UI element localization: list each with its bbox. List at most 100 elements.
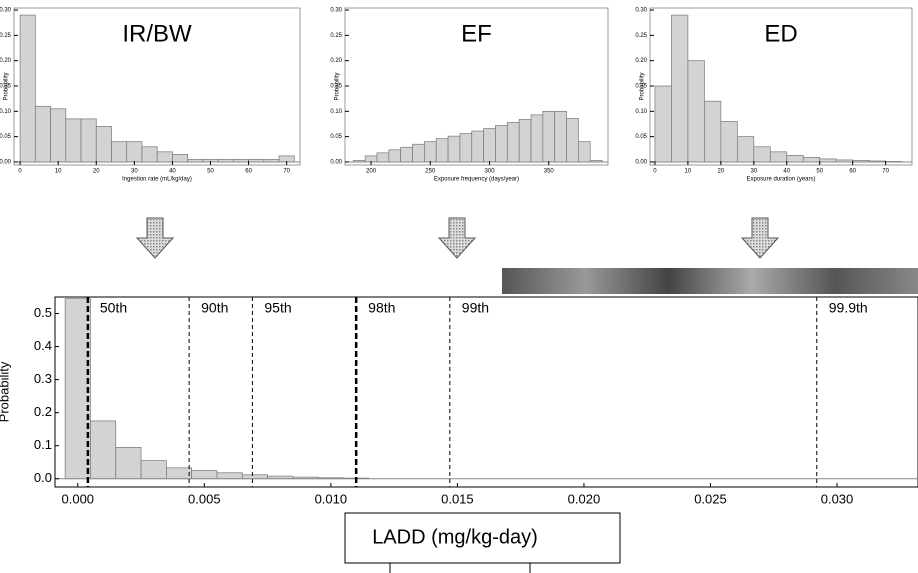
y-tick-label: 0.4 xyxy=(34,338,52,353)
x-tick-label: 0.015 xyxy=(441,491,474,506)
bar xyxy=(400,146,413,163)
bar xyxy=(241,474,268,480)
x-tick-label: 0 xyxy=(653,169,657,175)
y-tick-label: 0.10 xyxy=(635,109,647,115)
bar xyxy=(495,125,508,163)
bar xyxy=(753,146,771,163)
bar xyxy=(95,126,112,163)
x-tick-label: 0.030 xyxy=(821,491,854,506)
bar xyxy=(34,105,51,163)
chart: 0.0 0.1 0.2 0.3 0.4 0.5 0.000 0.005 0.010 0.015 0.… xyxy=(0,296,918,548)
bar xyxy=(90,420,117,480)
y-axis-label: Probability xyxy=(335,72,341,100)
bar xyxy=(736,136,755,163)
bar xyxy=(720,121,738,163)
y-tick-label: 0.20 xyxy=(330,58,342,64)
x-tick-label: 0.005 xyxy=(188,491,221,506)
bar xyxy=(191,470,218,480)
chart-title: IR/BW xyxy=(122,20,192,47)
bar xyxy=(786,155,804,163)
bar xyxy=(80,118,97,163)
y-tick-label: 0.30 xyxy=(0,8,12,14)
bar xyxy=(64,298,91,480)
y-tick-label: 0.30 xyxy=(635,8,647,14)
x-tick-label: 0 xyxy=(18,169,22,175)
x-tick-label: 0.000 xyxy=(62,491,95,506)
y-tick-label: 0.15 xyxy=(635,84,647,90)
bar xyxy=(166,467,193,480)
bar xyxy=(671,14,689,163)
x-tick-label: 50 xyxy=(816,169,823,175)
percentile-label: 50th xyxy=(100,300,127,316)
arrows xyxy=(135,217,780,259)
bar xyxy=(19,14,36,163)
plot-frame xyxy=(54,296,918,488)
bar xyxy=(412,143,425,163)
box-fragment xyxy=(389,562,531,573)
percentile-label: 98th xyxy=(368,300,395,316)
x-tick-label: 40 xyxy=(169,169,176,175)
x-axis-label: Exposure duration (years) xyxy=(746,177,815,183)
x-tick-label: 0.025 xyxy=(694,491,727,506)
chart-title: EF xyxy=(461,20,492,47)
y-tick-label: 0.05 xyxy=(635,134,647,140)
bar xyxy=(447,135,461,163)
bar xyxy=(483,128,496,163)
y-tick-label: 0.30 xyxy=(330,8,342,14)
x-tick-label: 20 xyxy=(718,169,725,175)
x-axis-label: Exposure frequency (days/year) xyxy=(434,177,519,183)
y-axis-label: Probability xyxy=(640,72,646,100)
x-tick-label: 250 xyxy=(425,169,436,175)
x-tick-label: 70 xyxy=(882,169,889,175)
bar xyxy=(554,110,567,163)
bar xyxy=(424,141,437,163)
percentile-label: 99.9th xyxy=(829,300,868,316)
x-tick-label: 30 xyxy=(131,169,138,175)
bar xyxy=(802,157,821,163)
bar xyxy=(388,149,402,163)
y-tick-label: 0.3 xyxy=(34,371,52,386)
y-tick-label: 0.10 xyxy=(0,109,12,115)
y-tick-label: 0.20 xyxy=(0,58,12,64)
x-tick-label: 30 xyxy=(750,169,757,175)
y-tick-label: 0.00 xyxy=(635,160,647,166)
y-tick-label: 0.05 xyxy=(0,134,12,140)
y-tick-label: 0.0 xyxy=(34,470,52,485)
chart: 0.00 0.05 0.10 0.15 0.20 0.25 0.30 0 10 20 30 40 50 6… xyxy=(0,7,301,183)
x-tick-label: 0.020 xyxy=(568,491,601,506)
bar xyxy=(459,133,473,163)
x-tick-label: 60 xyxy=(245,169,252,175)
bar xyxy=(687,60,705,163)
x-axis-label: LADD (mg/kg-day) xyxy=(372,526,538,548)
bar xyxy=(435,138,449,163)
chart-title: ED xyxy=(764,20,797,47)
percentile-label: 99th xyxy=(462,300,489,316)
bar xyxy=(376,152,390,163)
bar xyxy=(115,446,142,480)
chart: 0.00 0.05 0.10 0.15 0.20 0.25 0.30 0 10 20 30 40 50 6… xyxy=(635,7,913,183)
bar xyxy=(578,141,591,163)
x-tick-label: 300 xyxy=(485,169,496,175)
y-tick-label: 0.10 xyxy=(330,109,342,115)
x-tick-label: 70 xyxy=(283,169,290,175)
bar xyxy=(141,146,158,163)
x-tick-label: 20 xyxy=(93,169,100,175)
chart: 0.00 0.05 0.10 0.15 0.20 0.25 0.30 200 250 300 350… xyxy=(330,7,609,183)
bar xyxy=(542,110,556,163)
bar xyxy=(654,85,672,163)
y-axis-label: Probability xyxy=(4,72,10,100)
bar xyxy=(530,114,544,163)
photo-strip xyxy=(502,268,918,294)
bar xyxy=(769,151,788,163)
y-tick-label: 0.05 xyxy=(330,134,342,140)
bar xyxy=(111,141,128,163)
x-tick-label: 40 xyxy=(783,169,790,175)
bar xyxy=(140,460,167,480)
x-axis-label: Ingestion rate (mL/kg/day) xyxy=(122,177,192,183)
x-tick-label: 200 xyxy=(366,169,377,175)
x-tick-label: 50 xyxy=(207,169,214,175)
y-tick-label: 0.15 xyxy=(0,84,12,90)
percentile-label: 90th xyxy=(201,300,228,316)
y-tick-label: 0.5 xyxy=(34,305,52,320)
